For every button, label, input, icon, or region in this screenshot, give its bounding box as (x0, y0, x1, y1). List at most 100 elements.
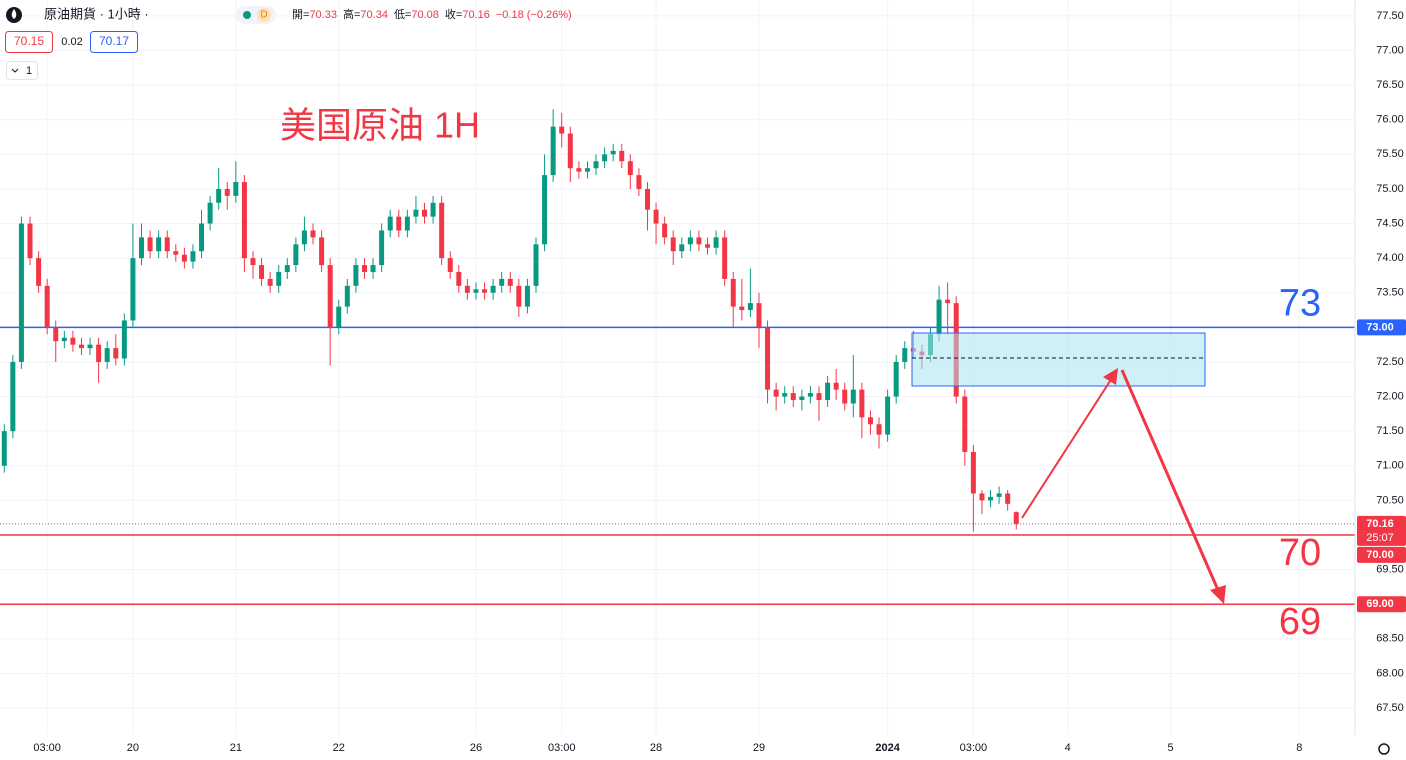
candle-body (121, 320, 127, 359)
settings-icon[interactable] (1378, 743, 1390, 755)
candle-body (979, 493, 985, 501)
ask-box[interactable] (90, 31, 138, 53)
candle-body (276, 271, 282, 286)
y-tick-label: 71.00 (1376, 460, 1404, 472)
y-tick-label: 76.00 (1376, 114, 1404, 126)
candle-body (181, 254, 187, 262)
level-annotation: 69 (1279, 601, 1321, 643)
candle-body (139, 237, 145, 259)
candle-body (370, 265, 376, 272)
candle-body (713, 237, 719, 248)
candle-body (147, 237, 153, 252)
close-label: 收= (445, 7, 462, 21)
candle-body (550, 126, 556, 176)
candle-body (1005, 493, 1011, 504)
candle-body (516, 285, 522, 307)
candle-body (207, 202, 213, 224)
candle-body (756, 303, 762, 328)
symbol-title[interactable]: 原油期貨 · 1小時 · (44, 6, 149, 21)
candle-body (636, 175, 642, 189)
x-tick-label: 21 (230, 742, 242, 754)
candle-body (996, 493, 1002, 497)
indicator-toggle[interactable] (6, 61, 38, 80)
badge-bg (257, 8, 271, 22)
candle-body (447, 258, 453, 272)
y-tick-label: 69.50 (1376, 563, 1404, 575)
arrow-up (1021, 377, 1113, 519)
x-tick-label: 28 (650, 742, 662, 754)
symbol-icon-drop (11, 9, 17, 19)
candle-body (10, 361, 16, 432)
indicator-count: 1 (26, 65, 32, 77)
x-tick-label: 29 (753, 742, 765, 754)
candle-body (782, 393, 788, 397)
candles (1, 109, 1019, 532)
candle-body (96, 344, 102, 362)
candle-body (988, 496, 994, 501)
x-tick-label: 22 (333, 742, 345, 754)
level-price-label: 69.00 (1366, 598, 1394, 610)
candle-body (456, 271, 462, 286)
candle-body (61, 337, 67, 342)
candle-body (284, 265, 290, 272)
y-tick-label: 77.50 (1376, 10, 1404, 22)
candle-body (593, 161, 599, 169)
candle-body (902, 348, 908, 362)
candle-body (353, 265, 359, 286)
y-tick-label: 75.00 (1376, 183, 1404, 195)
candle-body (293, 244, 299, 266)
candle-body (747, 303, 753, 311)
candle-body (936, 299, 942, 335)
zone (911, 332, 1206, 387)
bid: 70.15 (14, 34, 44, 48)
candle-body (567, 133, 573, 169)
candle-body (130, 258, 136, 321)
candle-body (524, 285, 530, 307)
low-label: 低= (394, 8, 411, 21)
bid-box[interactable] (5, 31, 53, 53)
candle-body (199, 223, 205, 252)
candle-body (173, 251, 179, 255)
candle-body (164, 237, 170, 252)
candle-body (336, 306, 342, 328)
candle-body (507, 278, 513, 286)
x-tick-label: 2024 (875, 742, 900, 754)
candle-body (379, 230, 385, 266)
level-price-box (1357, 546, 1406, 563)
candle-body (439, 202, 445, 259)
candle-body (662, 223, 668, 238)
candle-body (259, 265, 265, 279)
candle-body (765, 327, 771, 390)
candle-body (404, 216, 410, 231)
candle-body (602, 154, 608, 162)
high-label: 高= (343, 7, 360, 21)
arrow-down-head (1210, 585, 1226, 604)
candle-body (301, 230, 307, 245)
candle-body (104, 348, 110, 362)
x-tick-label: 5 (1168, 742, 1174, 754)
candle-body (78, 344, 84, 349)
candle-body (542, 175, 548, 245)
x-tick-label: 03:00 (960, 742, 988, 754)
y-tick-label: 75.50 (1376, 148, 1404, 160)
countdown: 25:07 (1366, 532, 1394, 544)
candle-body (1013, 512, 1019, 524)
candle-body (87, 344, 93, 349)
candle-body (473, 289, 479, 293)
candle-body (696, 237, 702, 245)
candle-body (430, 202, 436, 217)
candle-body (396, 216, 402, 231)
level-price-label: 73.00 (1366, 321, 1394, 333)
candle-body (739, 306, 745, 311)
candle-body (945, 299, 951, 304)
candle-body (867, 417, 873, 425)
candle-body (224, 188, 230, 196)
candle-body (670, 237, 676, 252)
y-tick-label: 74.50 (1376, 217, 1404, 229)
y-tick-label: 74.00 (1376, 252, 1404, 264)
x-tick-label: 03:00 (33, 742, 61, 754)
x-tick-label: 8 (1296, 742, 1302, 754)
